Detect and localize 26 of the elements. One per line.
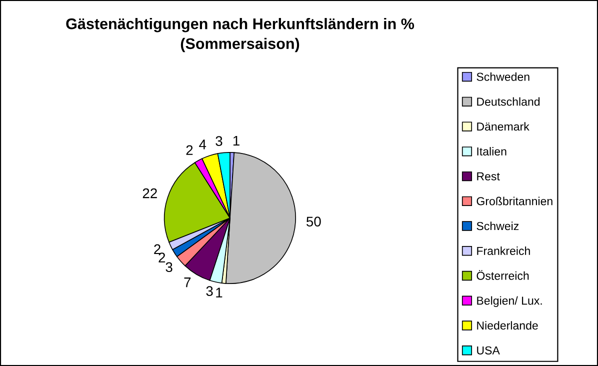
legend-label: Deutschland xyxy=(477,97,540,106)
legend-label: Großbritannien xyxy=(476,196,552,206)
legend-label: Niederlande xyxy=(477,321,538,330)
data-label: 4 xyxy=(199,140,206,150)
data-label: 2 xyxy=(158,252,166,262)
legend-label: Rest xyxy=(477,172,500,180)
legend-label: USA xyxy=(477,346,500,354)
data-label: 3 xyxy=(216,136,222,146)
chart-title: Gästenächtigungen nach Herkunftsländern in % xyxy=(66,18,414,32)
legend-label: Schweden xyxy=(476,72,530,81)
legend-label: Österreich xyxy=(476,270,529,280)
data-label: 3 xyxy=(206,286,213,296)
legend-label: Italien xyxy=(477,147,506,156)
data-label: 2 xyxy=(154,244,160,254)
chart-subtitle: (Sommersaison) xyxy=(180,38,300,52)
legend-label: Frankreich xyxy=(477,246,530,255)
data-label: 2 xyxy=(186,145,193,155)
data-label: 3 xyxy=(166,262,172,272)
legend-label: Belgien/ Lux. xyxy=(477,296,542,308)
legend-label: Dänemark xyxy=(477,122,530,131)
data-label: 1 xyxy=(233,136,240,146)
data-label: 1 xyxy=(216,288,222,298)
legend-label: Schweiz xyxy=(476,222,519,230)
data-label: 22 xyxy=(142,188,157,198)
data-label: 50 xyxy=(306,216,321,227)
data-label: 7 xyxy=(184,278,191,288)
